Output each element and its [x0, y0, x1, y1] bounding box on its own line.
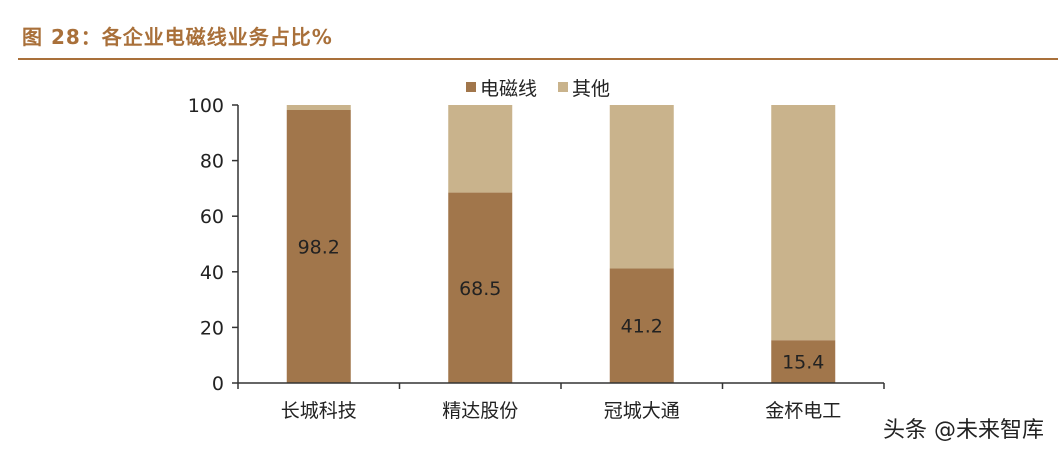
bar-series2-2 [609, 105, 674, 269]
legend-swatch-0 [466, 82, 476, 92]
y-tick-label-5: 100 [188, 95, 224, 117]
y-tick-label-3: 60 [200, 206, 224, 228]
data-label-1: 68.5 [459, 278, 501, 300]
bar-series1-1 [448, 192, 513, 383]
legend-label-0: 电磁线 [480, 78, 537, 100]
data-label-3: 15.4 [782, 352, 824, 374]
data-label-2: 41.2 [621, 316, 663, 338]
bar-series1-3 [771, 340, 836, 383]
bar-series2-0 [286, 105, 351, 111]
data-label-0: 98.2 [298, 237, 340, 259]
x-tick-label-2: 冠城大通 [604, 400, 680, 422]
title-rule [18, 58, 1058, 60]
bar-series2-3 [771, 105, 836, 341]
bar-series1-2 [609, 268, 674, 383]
legend-swatch-1 [558, 82, 568, 92]
bar-series1-0 [286, 110, 351, 383]
watermark: 头条 @未来智库 [883, 418, 1044, 443]
y-tick-label-4: 80 [200, 151, 224, 173]
x-tick-label-3: 金杯电工 [765, 400, 841, 422]
x-tick-label-0: 长城科技 [281, 400, 357, 422]
legend-label-1: 其他 [572, 78, 610, 100]
y-tick-label-0: 0 [212, 373, 224, 395]
y-tick-label-2: 40 [200, 262, 224, 284]
bar-series2-1 [448, 105, 513, 193]
x-tick-label-1: 精达股份 [442, 400, 518, 422]
figure-title: 图 28：各企业电磁线业务占比% [22, 25, 333, 49]
y-tick-label-1: 20 [200, 317, 224, 339]
